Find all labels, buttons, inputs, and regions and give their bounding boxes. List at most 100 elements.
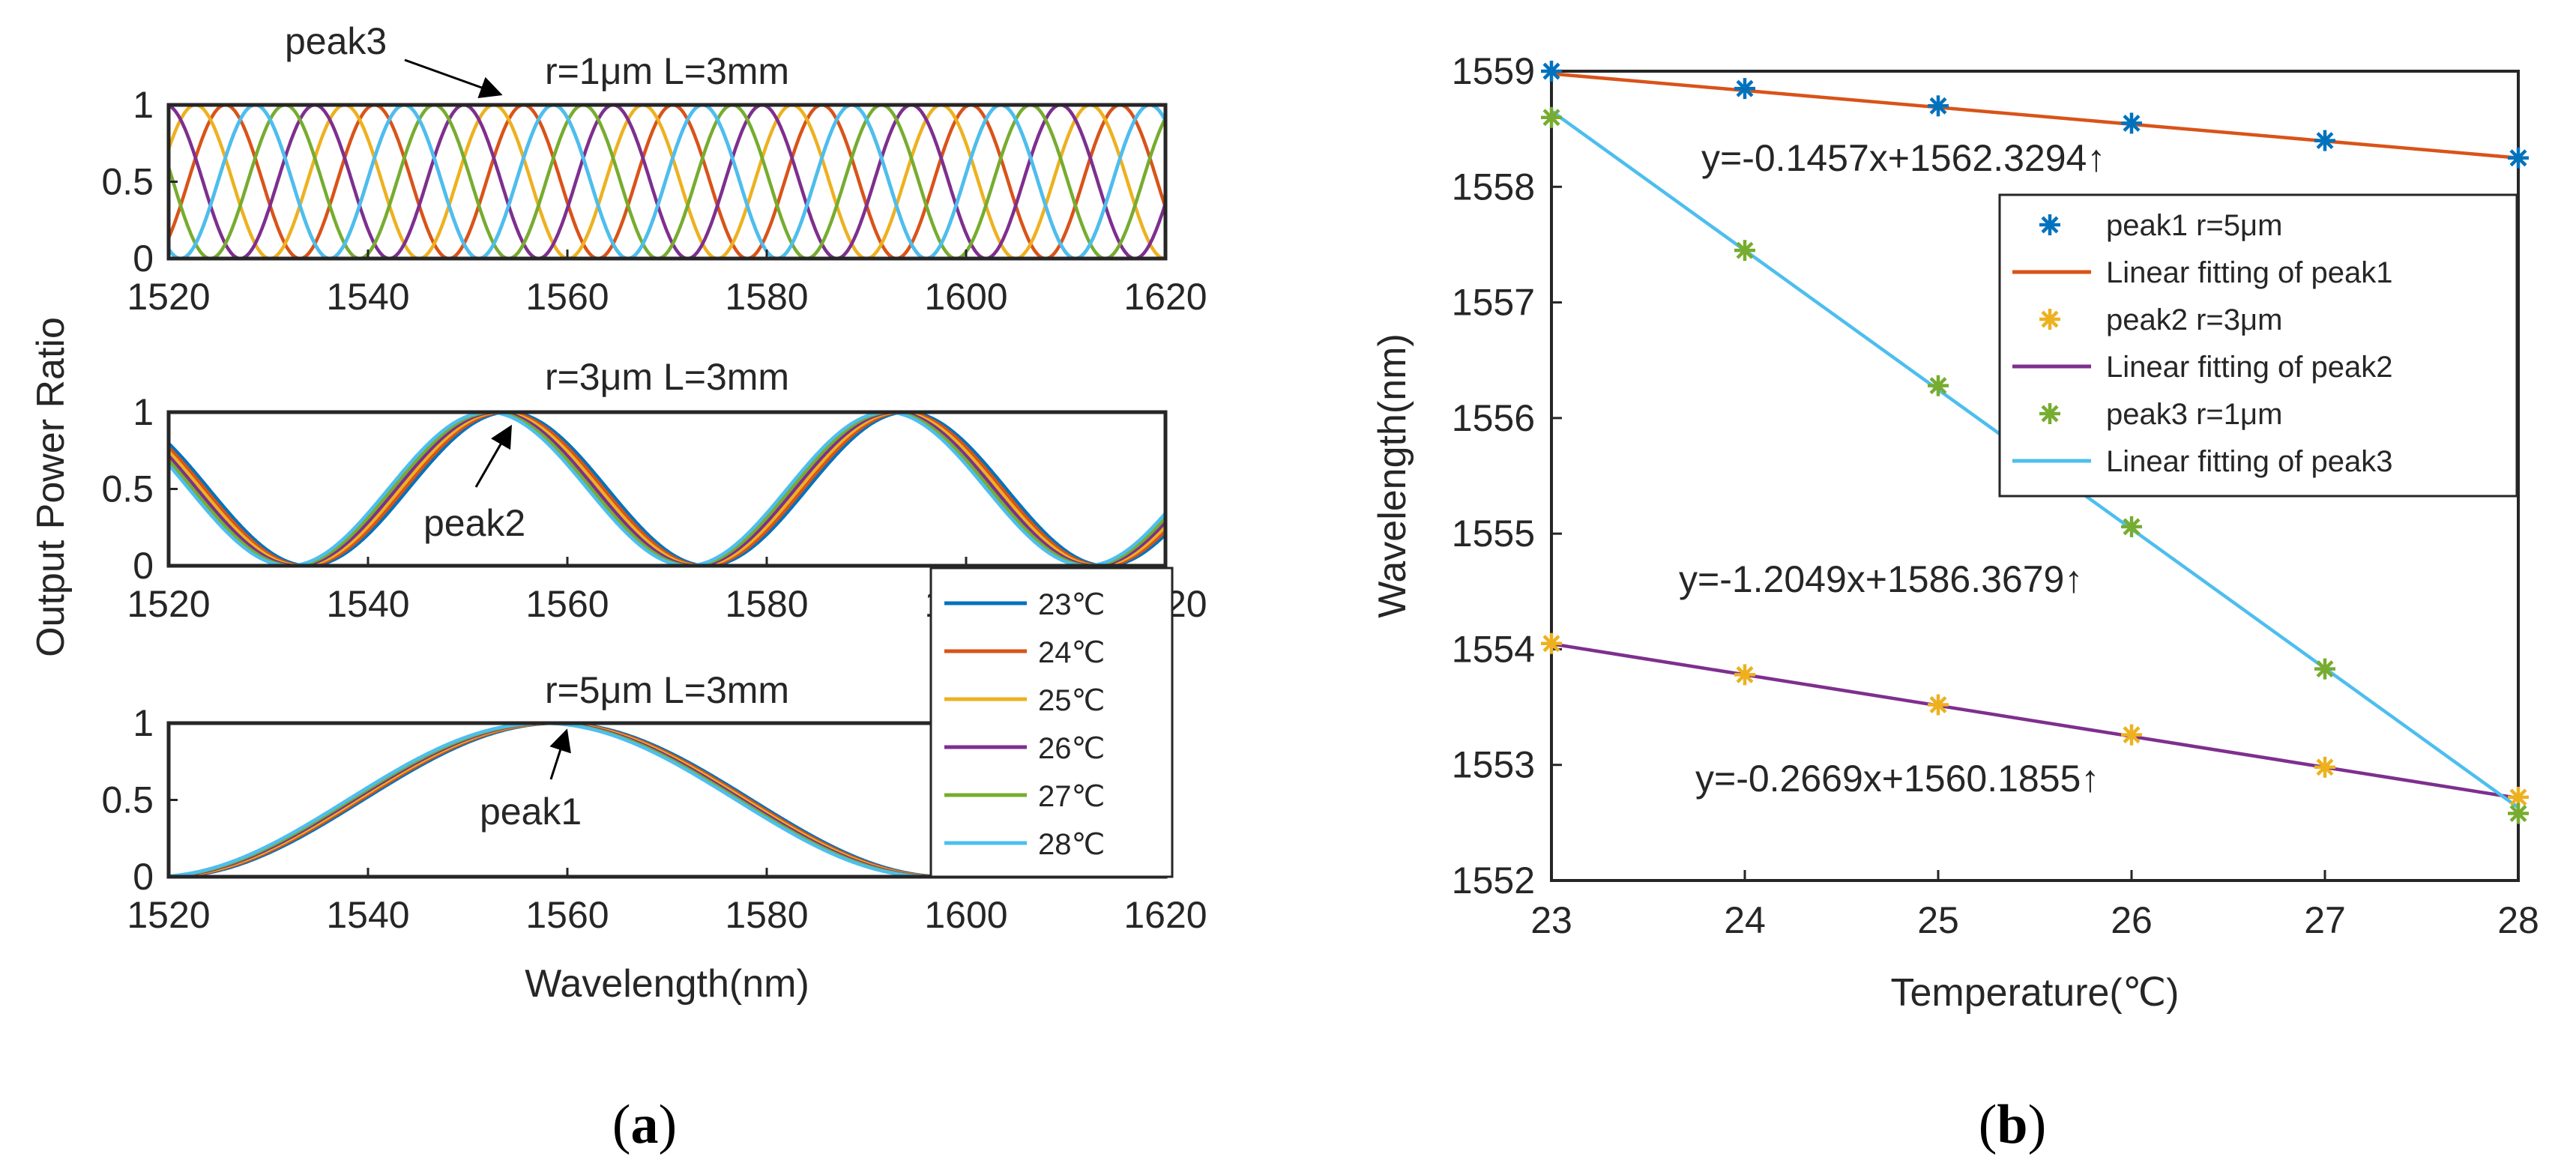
data-point-peak3 — [2121, 516, 2142, 537]
y-tick-label: 0 — [133, 856, 154, 898]
marker-stroke — [1929, 695, 1947, 713]
curve-27C — [169, 105, 1165, 259]
subplot-r3-curves — [169, 412, 1165, 566]
x-tick-label: 1580 — [725, 894, 808, 936]
x-tick-label: 1580 — [725, 583, 808, 625]
marker-stroke — [1929, 97, 1947, 115]
y-tick-label: 1558 — [1452, 166, 1535, 208]
marker-stroke — [1542, 109, 1560, 127]
panel-b: 23 24 25 26 27 28 1552 1553 1554 1555 1556 1557 1558… — [1371, 50, 2539, 1156]
peak1-label: peak1 — [480, 791, 582, 833]
peak3-label: peak3 — [285, 20, 387, 62]
marker-stroke — [2123, 114, 2141, 132]
y-tick-label: 1552 — [1452, 860, 1535, 901]
data-point-peak3 — [1734, 240, 1755, 262]
marker-stroke — [2509, 149, 2527, 167]
legend-label: 28℃ — [1038, 828, 1105, 861]
data-point-peak2 — [1734, 664, 1755, 686]
legend-label: Linear fitting of peak2 — [2106, 351, 2392, 384]
panel-b-legend: peak1 r=5μm Linear fitting of peak1 peak2 … — [1998, 193, 2518, 498]
subplot-r3-title: r=3μm L=3mm — [545, 356, 789, 398]
y-tick-label: 1 — [133, 391, 154, 433]
x-tick-label: 1540 — [326, 276, 409, 318]
y-tick-label: 1553 — [1452, 744, 1535, 786]
legend-label: Linear fitting of peak1 — [2106, 256, 2392, 289]
data-point-peak3 — [1928, 375, 1949, 396]
x-tick-label: 26 — [2111, 899, 2153, 941]
data-point-peak1 — [2508, 147, 2529, 169]
subplot-r1-curves — [169, 105, 1165, 259]
panel-b-markers — [1541, 61, 2529, 824]
fit-label-peak1: y=-0.1457x+1562.3294↑ — [1701, 137, 2105, 179]
marker-stroke — [2041, 216, 2059, 234]
legend-marker — [2039, 403, 2060, 424]
panel-b-legend-entries: peak1 r=5μm Linear fitting of peak1 peak2 … — [2012, 209, 2392, 478]
subplot-r1: 1520 1540 1560 1580 1600 1620 0 0.5 1 r=1μm L=3m… — [101, 20, 1207, 318]
x-tick-label: 1580 — [725, 276, 808, 318]
y-tick-label: 0.5 — [101, 161, 154, 203]
y-tick-label: 1556 — [1452, 397, 1535, 439]
x-tick-label: 25 — [1917, 899, 1959, 941]
curve-25C — [169, 412, 1165, 566]
y-tick-label: 1559 — [1452, 50, 1535, 92]
x-tick-label: 1620 — [1123, 894, 1207, 936]
panel-b-frame — [1550, 70, 2520, 882]
curve-26C — [169, 412, 1165, 566]
legend-marker — [2039, 214, 2060, 235]
subplot-r1-title: r=1μm L=3mm — [545, 50, 789, 92]
panel-b-ylabel: Wavelength(nm) — [1371, 333, 1414, 618]
y-tick-label: 0 — [133, 545, 154, 587]
marker-stroke — [2041, 405, 2059, 423]
data-point-peak2 — [2121, 724, 2142, 746]
y-tick-label: 1557 — [1452, 282, 1535, 324]
marker-stroke — [1542, 635, 1560, 653]
data-point-peak2 — [2314, 756, 2335, 778]
y-tick-label: 1555 — [1452, 513, 1535, 555]
marker-stroke — [2316, 132, 2334, 150]
peak1-arrow — [549, 728, 571, 780]
marker-stroke — [2316, 758, 2334, 776]
x-tick-label: 1560 — [525, 894, 609, 936]
panel-b-legend-box — [1998, 193, 2518, 498]
legend-label: 24℃ — [1038, 636, 1105, 669]
peak2-arrow — [474, 424, 512, 488]
curve-24C — [169, 105, 1165, 259]
legend-marker — [2039, 309, 2060, 330]
subplot-r5-ticks: 1520 1540 1560 1580 1600 1620 0 0.5 1 — [101, 702, 1207, 936]
data-point-peak3 — [1541, 106, 1562, 128]
x-tick-label: 1600 — [924, 894, 1007, 936]
marker-stroke — [2509, 805, 2527, 823]
curve-27C — [169, 412, 1165, 566]
legend-box — [929, 567, 1174, 878]
temperature-legend: 23℃ 24℃ 25℃ 26℃ 27℃ 28℃ — [929, 567, 1174, 878]
y-tick-label: 1 — [133, 702, 154, 744]
marker-stroke — [2123, 726, 2141, 744]
panel-a-xlabel: Wavelength(nm) — [525, 962, 809, 1006]
data-point-peak1 — [2121, 112, 2142, 134]
peak3-arrow — [404, 58, 503, 98]
x-tick-label: 1520 — [127, 276, 210, 318]
subplot-r5-title: r=5μm L=3mm — [545, 669, 789, 711]
data-point-peak3 — [2314, 658, 2335, 680]
x-tick-label: 1520 — [127, 894, 210, 936]
legend-label: Linear fitting of peak3 — [2106, 445, 2392, 478]
legend-label: 23℃ — [1038, 588, 1105, 621]
x-tick-label: 1600 — [924, 276, 1007, 318]
panel-a: 1520 1540 1560 1580 1600 1620 0 0.5 1 r=1μm L=3m… — [29, 20, 1207, 1156]
curve-24C — [169, 412, 1165, 566]
y-tick-label: 0.5 — [101, 468, 154, 510]
panel-b-caption: (b) — [1979, 1094, 2046, 1156]
x-tick-label: 23 — [1530, 899, 1572, 941]
marker-stroke — [1736, 79, 1754, 97]
legend-label: 25℃ — [1038, 684, 1105, 717]
panel-a-ylabel: Output Power Ratio — [29, 317, 73, 657]
panel-b-caption-letter: b — [1997, 1094, 2027, 1156]
legend-label: 27℃ — [1038, 780, 1105, 813]
x-tick-label: 1620 — [1123, 276, 1207, 318]
legend-entries: 23℃ 24℃ 25℃ 26℃ 27℃ 28℃ — [944, 588, 1105, 861]
x-tick-label: 1560 — [525, 583, 609, 625]
data-point-peak3 — [2508, 803, 2529, 824]
data-point-peak2 — [1928, 694, 1949, 716]
y-tick-label: 0.5 — [101, 779, 154, 821]
